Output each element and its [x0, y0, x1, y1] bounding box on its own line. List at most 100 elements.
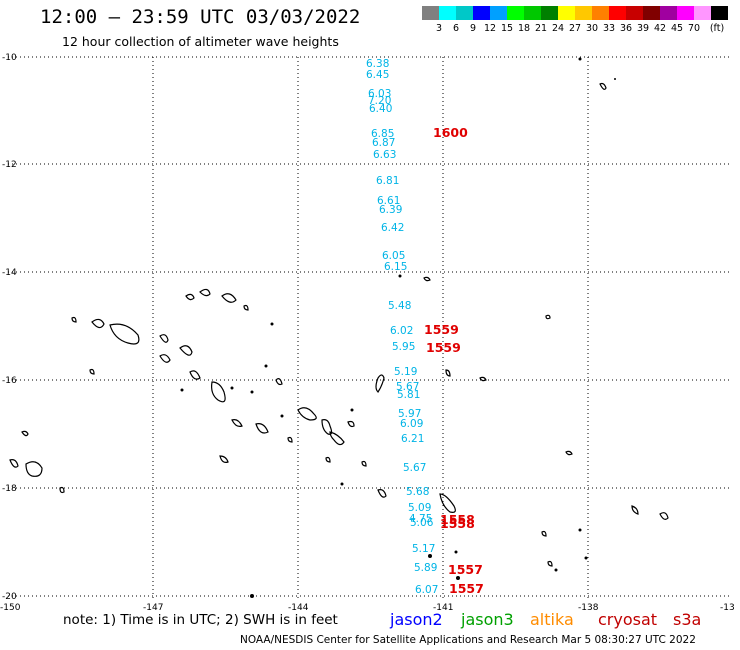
color-legend: 3 6 9 12 15 18 21 24 27 30 33 36 39 42 45 70 (ft) — [422, 6, 728, 34]
wave-height-value: 6.02 — [390, 325, 413, 337]
wave-height-value: 6.42 — [381, 222, 404, 234]
time-label: 1558 — [440, 516, 475, 531]
legend-swatch — [456, 6, 473, 20]
legend-swatch — [711, 6, 728, 20]
wave-height-value: 6.21 — [401, 433, 424, 445]
wave-height-value: 6.45 — [366, 69, 389, 81]
lat-label: -14 — [2, 268, 17, 278]
wave-height-value: 5.17 — [412, 543, 435, 555]
gridlines — [8, 57, 730, 600]
time-label: 1557 — [449, 581, 484, 596]
wave-height-value: 6.38 — [366, 58, 389, 70]
legend-swatch — [592, 6, 609, 20]
legend-tick-label: 6 — [452, 23, 460, 34]
time-label: 1600 — [433, 125, 468, 140]
legend-swatch — [558, 6, 575, 20]
wave-height-value: 5.67 — [403, 462, 426, 474]
wave-height-value: 5.19 — [394, 366, 417, 378]
legend-jason3: jason3 — [461, 610, 514, 629]
wave-height-value: 6.03 — [368, 88, 391, 100]
legend-altika: altika — [530, 610, 574, 629]
lat-label: -16 — [2, 376, 17, 386]
legend-cryosat: cryosat — [598, 610, 658, 629]
legend-tick-label: 70 — [687, 23, 701, 34]
legend-swatch — [541, 6, 558, 20]
wave-height-value: 6.07 — [415, 584, 438, 596]
lon-label: -141 — [433, 603, 453, 613]
legend-s3a: s3a — [673, 610, 702, 629]
legend-swatch — [694, 6, 711, 20]
legend-tick-label: 42 — [653, 23, 667, 34]
legend-tick-label: 3 — [435, 23, 443, 34]
wave-height-values: 6.386.45 6.037.206.40 6.856.876.63 6.81 6.61… — [366, 58, 438, 596]
wave-height-value: 5.81 — [397, 389, 420, 401]
legend-tick-label: 12 — [483, 23, 497, 34]
lon-label: -150 — [0, 603, 21, 613]
legend-swatch — [575, 6, 592, 20]
legend-swatches — [422, 6, 728, 20]
wave-height-value: 6.15 — [384, 261, 407, 273]
legend-swatch — [524, 6, 541, 20]
legend-unit: (ft) — [709, 23, 725, 34]
wave-height-value: 6.05 — [382, 250, 405, 262]
legend-swatch — [507, 6, 524, 20]
lat-label: -20 — [2, 592, 17, 602]
wave-height-value: 6.39 — [379, 204, 402, 216]
wave-height-value: 5.89 — [414, 562, 437, 574]
legend-tick-label: 24 — [551, 23, 565, 34]
map-subtitle: 12 hour collection of altimeter wave hei… — [62, 34, 339, 49]
wave-height-value: 6.40 — [369, 103, 392, 115]
legend-tick-label: 15 — [500, 23, 514, 34]
wave-height-value: 5.48 — [388, 300, 411, 312]
time-label: 1557 — [448, 562, 483, 577]
wave-height-value: 6.81 — [376, 175, 399, 187]
lat-label: -18 — [2, 484, 17, 494]
footer-credit: NOAA/NESDIS Center for Satellite Applica… — [240, 634, 696, 646]
axis-labels: -10 -12 -14 -16 -18 -20-150 -147 -144 -141 -138 -1… — [0, 53, 735, 613]
wave-height-value: 6.63 — [373, 149, 396, 161]
wave-height-value: 7.20 — [368, 95, 391, 107]
legend-swatch — [660, 6, 677, 20]
legend-tick-label: 39 — [636, 23, 650, 34]
time-label: 1559 — [426, 340, 461, 355]
lon-label: -144 — [288, 603, 309, 613]
legend-swatch — [439, 6, 456, 20]
time-label: 1559 — [424, 322, 459, 337]
legend-tick-label: 9 — [469, 23, 477, 34]
lon-label: -13 — [720, 603, 735, 613]
lat-label: -12 — [2, 160, 17, 170]
legend-swatch — [677, 6, 694, 20]
legend-swatch — [626, 6, 643, 20]
wave-height-value: 5.97 — [398, 408, 421, 420]
island-dots — [180, 57, 616, 598]
map-title: 12:00 – 23:59 UTC 03/03/2022 — [40, 6, 361, 28]
legend-swatch — [422, 6, 439, 20]
legend-tick-label: 21 — [534, 23, 548, 34]
footer-note: note: 1) Time is in UTC; 2) SWH is in fe… — [63, 612, 338, 628]
lon-label: -138 — [578, 603, 599, 613]
wave-height-value: 5.68 — [406, 486, 429, 498]
wave-height-value: 6.87 — [372, 137, 395, 149]
legend-swatch — [643, 6, 660, 20]
lat-label: -10 — [2, 53, 17, 63]
wave-height-value: 5.95 — [392, 341, 415, 353]
time-label: 1558 — [440, 512, 475, 527]
legend-swatch — [490, 6, 507, 20]
legend-tick-label: 33 — [602, 23, 616, 34]
legend-tick-label: 36 — [619, 23, 633, 34]
legend-jason2: jason2 — [390, 610, 443, 629]
lon-label: -147 — [143, 603, 163, 613]
legend-tick-label: 27 — [568, 23, 582, 34]
wave-height-value: 5.67 — [396, 381, 419, 393]
legend-tick-label: 45 — [670, 23, 684, 34]
wave-height-value: 5.09 — [408, 502, 431, 514]
wave-height-value: 6.85 — [371, 128, 394, 140]
legend-tick-label: 30 — [585, 23, 599, 34]
wave-height-value: 4.75 — [409, 513, 432, 525]
wave-height-value: 6.61 — [377, 195, 400, 207]
island-outlines — [9, 82, 669, 567]
legend-swatch — [609, 6, 626, 20]
legend-swatch — [473, 6, 490, 20]
